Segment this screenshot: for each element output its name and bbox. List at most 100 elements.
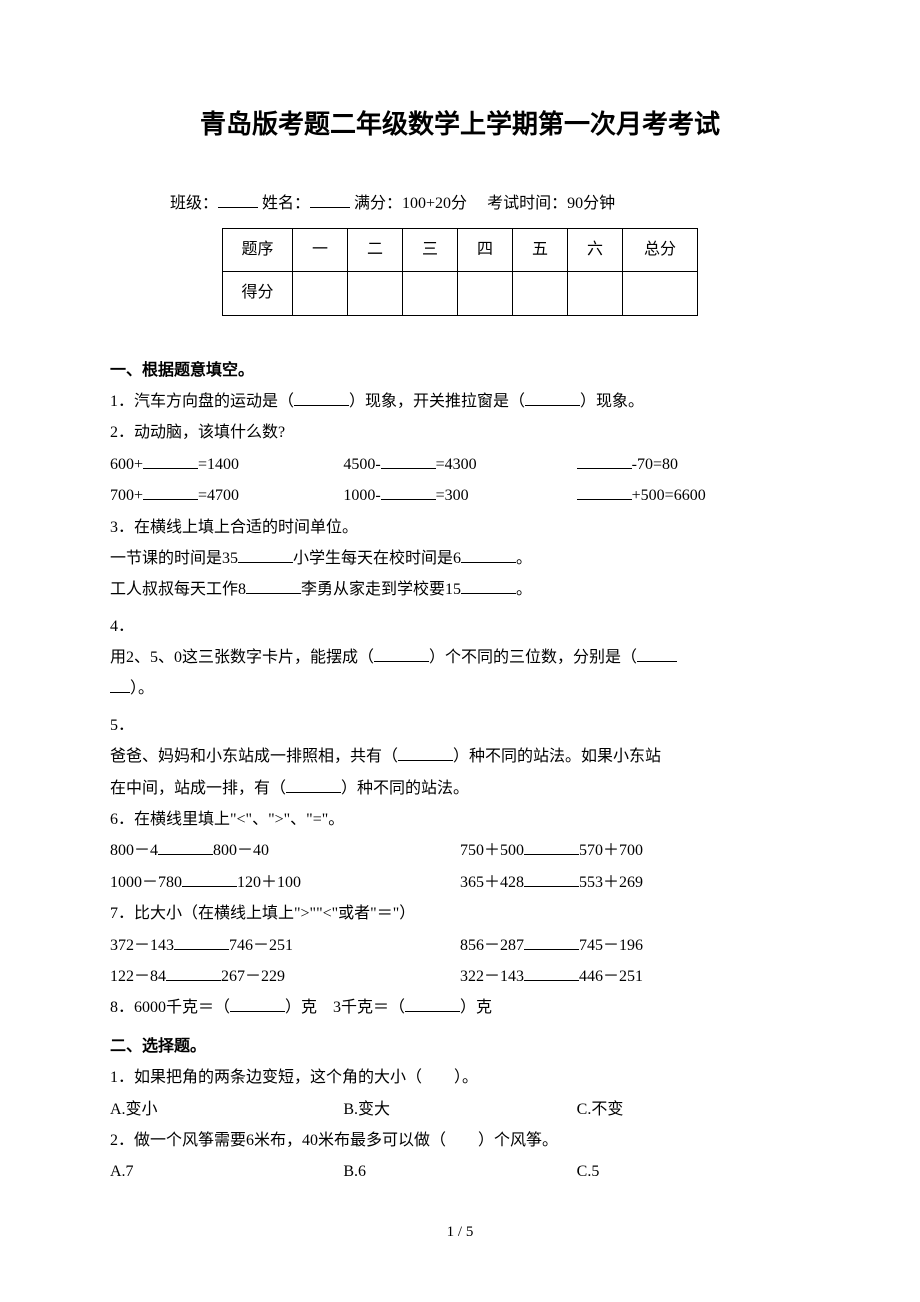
question-2-row2: 700+ =4700 1000-=300 +500=6600 (110, 481, 810, 511)
q-text: 446－251 (579, 968, 643, 985)
score-cell (623, 272, 698, 315)
section-1-heading: 一、根据题意填空。 (110, 356, 810, 386)
q-text: 267－229 (221, 968, 285, 985)
name-blank (310, 190, 350, 208)
s2-question-1: 1．如果把角的两条边变短，这个角的大小（ ）。 (110, 1063, 810, 1093)
q-text: 700+ (110, 487, 143, 504)
blank (238, 545, 293, 563)
blank (524, 869, 579, 887)
col-header: 二 (348, 228, 403, 271)
q-text: ）。 (130, 680, 154, 697)
expr: 1000－780 120＋100 (110, 868, 460, 898)
q-text: 745－196 (579, 937, 643, 954)
q-text: 1．汽车方向盘的运动是（ (110, 393, 294, 410)
blank (174, 932, 229, 950)
question-3-line1: 一节课的时间是35小学生每天在校时间是6。 (110, 544, 810, 574)
q-text: 365＋428 (460, 874, 524, 891)
q-text: 工人叔叔每天工作8 (110, 581, 246, 598)
blank (525, 388, 580, 406)
q-text: 372－143 (110, 937, 174, 954)
q-text: 。 (516, 581, 532, 598)
row-label: 题序 (223, 228, 293, 271)
col-header: 五 (513, 228, 568, 271)
q-text: ）种不同的站法。如果小东站 (453, 748, 661, 765)
q-text: ）个不同的三位数，分别是（ (429, 649, 637, 666)
q-text: 800－40 (213, 842, 269, 859)
choice-c: C.5 (577, 1157, 810, 1187)
q-text: ）克 (460, 999, 492, 1016)
q-text: =4700 (198, 487, 239, 504)
question-1: 1．汽车方向盘的运动是（）现象，开关推拉窗是（）现象。 (110, 387, 810, 417)
expr: 800－4800－40 (110, 836, 460, 866)
q-text: =1400 (198, 456, 239, 473)
blank (246, 576, 301, 594)
blank (398, 743, 453, 761)
expr: 1000-=300 (343, 481, 576, 511)
score-cell (293, 272, 348, 315)
q-text: 746－251 (229, 937, 293, 954)
blank (230, 994, 285, 1012)
q-text: 4500- (343, 456, 380, 473)
q-text: 在中间，站成一排，有（ (110, 780, 286, 797)
q-text: 856－287 (460, 937, 524, 954)
full-score: 满分：100+20分 (354, 195, 467, 212)
q-text: +500=6600 (632, 487, 706, 504)
question-3: 3．在横线上填上合适的时间单位。 (110, 513, 810, 543)
blank (166, 963, 221, 981)
exam-time: 考试时间：90分钟 (487, 195, 615, 212)
score-cell (513, 272, 568, 315)
blank (381, 451, 436, 469)
blank (158, 837, 213, 855)
q-text: 8．6000千克＝（ (110, 999, 230, 1016)
blank (577, 482, 632, 500)
row-label: 得分 (223, 272, 293, 315)
question-8: 8．6000千克＝（ ）克 3千克＝（ ）克 (110, 993, 810, 1023)
question-5-num: 5． (110, 711, 810, 741)
question-4-text: 用2、5、0这三张数字卡片，能摆成（ ）个不同的三位数，分别是（ (110, 643, 810, 673)
q-text: 1000－780 (110, 874, 182, 891)
blank (524, 963, 579, 981)
blank (143, 451, 198, 469)
s2-q1-choices: A.变小 B.变大 C.不变 (110, 1095, 810, 1125)
table-row: 得分 (223, 272, 698, 315)
score-cell (403, 272, 458, 315)
question-4-cont: ）。 (110, 674, 810, 704)
expr: 322－143446－251 (460, 962, 643, 992)
choice-b: B.变大 (343, 1095, 576, 1125)
q-text: 120＋100 (237, 874, 301, 891)
expr: 600+=1400 (110, 450, 343, 480)
q-text: 570＋700 (579, 842, 643, 859)
q-text: 爸爸、妈妈和小东站成一排照相，共有（ (110, 748, 398, 765)
expr: 856－287 745－196 (460, 931, 643, 961)
question-7-row1: 372－143 746－251 856－287 745－196 (110, 931, 810, 961)
question-5-text2: 在中间，站成一排，有（）种不同的站法。 (110, 774, 810, 804)
q-text: ）克 3千克＝（ (285, 999, 405, 1016)
question-6-row2: 1000－780 120＋100 365＋428 553＋269 (110, 868, 810, 898)
blank (637, 644, 677, 662)
question-6-row1: 800－4800－40 750＋500570＋700 (110, 836, 810, 866)
col-header: 一 (293, 228, 348, 271)
choice-c: C.不变 (577, 1095, 810, 1125)
q-text: 553＋269 (579, 874, 643, 891)
score-table: 题序 一 二 三 四 五 六 总分 得分 (222, 228, 698, 316)
total-header: 总分 (623, 228, 698, 271)
q-text: 用2、5、0这三张数字卡片，能摆成（ (110, 649, 374, 666)
blank (524, 837, 579, 855)
blank (524, 932, 579, 950)
question-7: 7．比大小（在横线上填上">""<"或者"＝"） (110, 899, 810, 929)
blank (294, 388, 349, 406)
blank (461, 545, 516, 563)
col-header: 四 (458, 228, 513, 271)
q-text: -70=80 (632, 456, 678, 473)
expr: 750＋500570＋700 (460, 836, 643, 866)
choice-a: A.变小 (110, 1095, 343, 1125)
q-text: =300 (436, 487, 469, 504)
score-cell (348, 272, 403, 315)
q-text: ）现象。 (580, 393, 644, 410)
expr: +500=6600 (577, 481, 810, 511)
table-row: 题序 一 二 三 四 五 六 总分 (223, 228, 698, 271)
question-6: 6．在横线里填上"<"、">"、"="。 (110, 805, 810, 835)
expr: 4500-=4300 (343, 450, 576, 480)
question-7-row2: 122－84267－229 322－143446－251 (110, 962, 810, 992)
blank (405, 994, 460, 1012)
